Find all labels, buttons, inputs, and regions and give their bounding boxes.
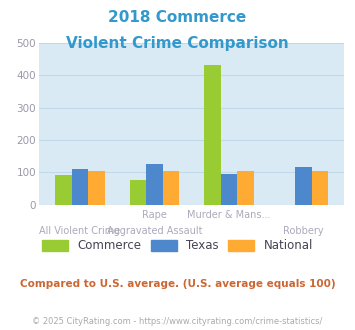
Bar [88, 171, 105, 205]
Bar [204, 65, 221, 205]
Legend: Commerce, Texas, National: Commerce, Texas, National [37, 235, 318, 257]
Text: Robbery: Robbery [283, 226, 324, 236]
Text: Murder & Mans...: Murder & Mans... [187, 210, 271, 219]
Text: 2018 Commerce: 2018 Commerce [108, 10, 247, 25]
Bar [146, 164, 163, 205]
Bar [55, 175, 72, 205]
Bar [130, 180, 146, 205]
Bar [312, 171, 328, 205]
Text: © 2025 CityRating.com - https://www.cityrating.com/crime-statistics/: © 2025 CityRating.com - https://www.city… [32, 317, 323, 326]
Text: Violent Crime Comparison: Violent Crime Comparison [66, 36, 289, 51]
Text: Compared to U.S. average. (U.S. average equals 100): Compared to U.S. average. (U.S. average … [20, 279, 335, 289]
Bar [163, 171, 179, 205]
Bar [72, 169, 88, 205]
Bar [237, 171, 253, 205]
Text: All Violent Crime: All Violent Crime [39, 226, 121, 236]
Bar [295, 167, 312, 205]
Text: Aggravated Assault: Aggravated Assault [107, 226, 202, 236]
Text: Rape: Rape [142, 210, 167, 219]
Bar [221, 174, 237, 205]
